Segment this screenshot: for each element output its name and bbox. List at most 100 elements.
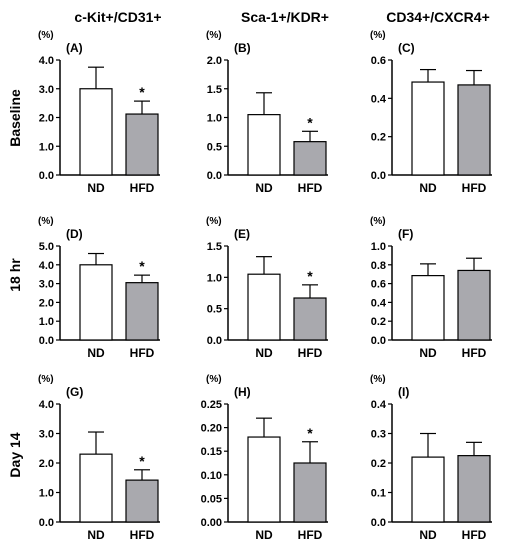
y-tick-label: 1.0 <box>207 113 222 125</box>
unit-label: (%) <box>38 30 54 41</box>
panel-label: (H) <box>234 385 251 399</box>
y-tick-label: 0.4 <box>371 399 387 411</box>
y-tick-label: 3.0 <box>39 279 54 291</box>
y-tick-label: 0.05 <box>201 493 222 505</box>
panel: (%) (D) 0.0 1.0 2.0 3.0 4.0 5.0 ND * HFD <box>38 216 160 360</box>
bar-hfd <box>457 84 491 176</box>
panel: (%) (F) 0.0 0.2 0.4 0.6 0.8 1.0 ND HFD <box>370 216 492 360</box>
unit-label: (%) <box>206 216 222 227</box>
x-tick-label: ND <box>87 528 105 542</box>
x-tick-label: ND <box>419 528 437 542</box>
significance-mark: * <box>307 425 313 441</box>
y-tick-label: 4.0 <box>39 260 54 272</box>
unit-label: (%) <box>206 374 222 385</box>
bar-nd <box>79 453 113 523</box>
unit-label: (%) <box>38 374 54 385</box>
x-tick-label: HFD <box>462 528 487 542</box>
unit-label: (%) <box>370 216 386 227</box>
y-tick-label: 0.1 <box>371 488 386 500</box>
unit-label: (%) <box>370 374 386 385</box>
bar-hfd <box>293 462 327 523</box>
y-tick-label: 0.6 <box>371 279 386 291</box>
bar-hfd <box>125 113 159 176</box>
x-tick-label: ND <box>419 181 437 195</box>
unit-label: (%) <box>206 30 222 41</box>
y-tick-label: 0.0 <box>371 517 386 529</box>
y-tick-label: 1.0 <box>39 488 54 500</box>
y-tick-label: 0.0 <box>207 335 222 347</box>
significance-mark: * <box>307 268 313 284</box>
panel: (%) (G) 0.0 1.0 2.0 3.0 4.0 ND * HFD <box>38 374 160 542</box>
significance-mark: * <box>139 258 145 274</box>
bar-nd <box>247 436 281 523</box>
x-tick-label: ND <box>255 346 273 360</box>
bar-hfd <box>293 297 327 341</box>
y-tick-label: 0.0 <box>371 335 386 347</box>
x-tick-label: ND <box>255 528 273 542</box>
x-tick-label: ND <box>87 181 105 195</box>
panel-label: (E) <box>234 227 250 241</box>
y-tick-label: 1.0 <box>207 272 222 284</box>
bar-nd <box>411 456 445 523</box>
panel-label: (I) <box>398 385 409 399</box>
y-tick-label: 3.0 <box>39 429 54 441</box>
x-tick-label: HFD <box>130 346 155 360</box>
x-tick-label: HFD <box>462 346 487 360</box>
y-tick-label: 2.0 <box>39 297 54 309</box>
panel-label: (D) <box>66 227 83 241</box>
y-tick-label: 1.0 <box>371 241 386 253</box>
y-tick-label: 0.6 <box>371 55 386 67</box>
bar-hfd <box>457 269 491 341</box>
x-tick-label: ND <box>419 346 437 360</box>
y-tick-label: 0.5 <box>207 304 222 316</box>
y-tick-label: 1.5 <box>207 84 222 96</box>
y-tick-label: 1.0 <box>39 316 54 328</box>
y-tick-label: 2.0 <box>39 113 54 125</box>
y-tick-label: 0.0 <box>39 170 54 182</box>
y-tick-label: 0.4 <box>371 93 387 105</box>
x-tick-label: HFD <box>298 181 323 195</box>
y-tick-label: 0.2 <box>371 132 386 144</box>
bar-hfd <box>125 479 159 523</box>
column-header: Sca-1+/KDR+ <box>241 9 329 25</box>
column-header: c-Kit+/CD31+ <box>74 9 161 25</box>
panel-label: (B) <box>234 41 251 55</box>
y-tick-label: 2.0 <box>207 55 222 67</box>
x-tick-label: ND <box>255 181 273 195</box>
bar-nd <box>79 264 113 341</box>
x-tick-label: HFD <box>298 528 323 542</box>
significance-mark: * <box>139 453 145 469</box>
y-tick-label: 0.0 <box>39 517 54 529</box>
y-tick-label: 4.0 <box>39 55 54 67</box>
y-tick-label: 0.2 <box>371 458 386 470</box>
headers: c-Kit+/CD31+ Sca-1+/KDR+ CD34+/CXCR4+ Ba… <box>7 9 490 478</box>
bar-nd <box>79 88 113 176</box>
panel-label: (C) <box>398 41 415 55</box>
panel-label: (A) <box>66 41 83 55</box>
y-tick-label: 0.00 <box>201 517 222 529</box>
panels: (%) (A) 0.0 1.0 2.0 3.0 4.0 ND * HFD (%) (B) 0.0 0.5 1… <box>38 30 492 542</box>
panel: (%) (C) 0.0 0.2 0.4 0.6 ND HFD <box>370 30 492 195</box>
y-tick-label: 0.4 <box>371 297 387 309</box>
x-tick-label: HFD <box>462 181 487 195</box>
y-tick-label: 2.0 <box>39 458 54 470</box>
bar-nd <box>411 275 445 341</box>
bar-nd <box>247 114 281 176</box>
row-header: Baseline <box>7 89 23 147</box>
y-tick-label: 0.10 <box>201 470 222 482</box>
y-tick-label: 0.20 <box>201 423 222 435</box>
panel: (%) (E) 0.0 0.5 1.0 1.5 ND * HFD <box>206 216 328 360</box>
y-tick-label: 0.15 <box>201 446 222 458</box>
bar-hfd <box>293 141 327 176</box>
x-tick-label: HFD <box>130 528 155 542</box>
bar-nd <box>247 273 281 341</box>
bar-hfd <box>125 282 159 341</box>
panel: (%) (H) 0.00 0.05 0.10 0.15 0.20 0.25 ND * HFD <box>201 374 328 542</box>
y-tick-label: 0.0 <box>207 170 222 182</box>
y-tick-label: 0.25 <box>201 399 222 411</box>
column-header: CD34+/CXCR4+ <box>386 9 490 25</box>
row-header: 18 hr <box>7 258 23 292</box>
y-tick-label: 0.3 <box>371 429 386 441</box>
row-header: Day 14 <box>7 432 23 477</box>
